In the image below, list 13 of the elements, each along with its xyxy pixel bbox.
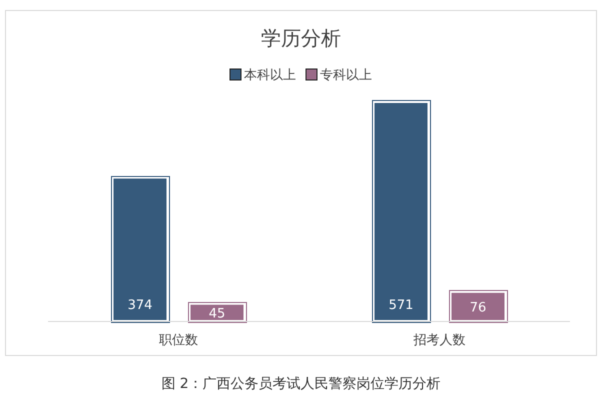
data-label: 76 (470, 300, 486, 316)
bar (450, 290, 506, 322)
bar (372, 101, 430, 322)
data-label: 45 (208, 306, 226, 322)
chart-title: 学历分析 (261, 26, 341, 50)
data-label: 571 (388, 298, 414, 313)
legend-label: 本科以上 (244, 68, 296, 83)
x-tick-label: 职位数 (159, 333, 198, 348)
legend-label: 专科以上 (320, 68, 372, 83)
bar (112, 176, 168, 322)
caption: 图 2：广西公务员考试人民警察岗位学历分析 (161, 376, 441, 392)
x-tick-label: 招考人数 (412, 333, 466, 348)
data-label: 374 (128, 298, 152, 313)
